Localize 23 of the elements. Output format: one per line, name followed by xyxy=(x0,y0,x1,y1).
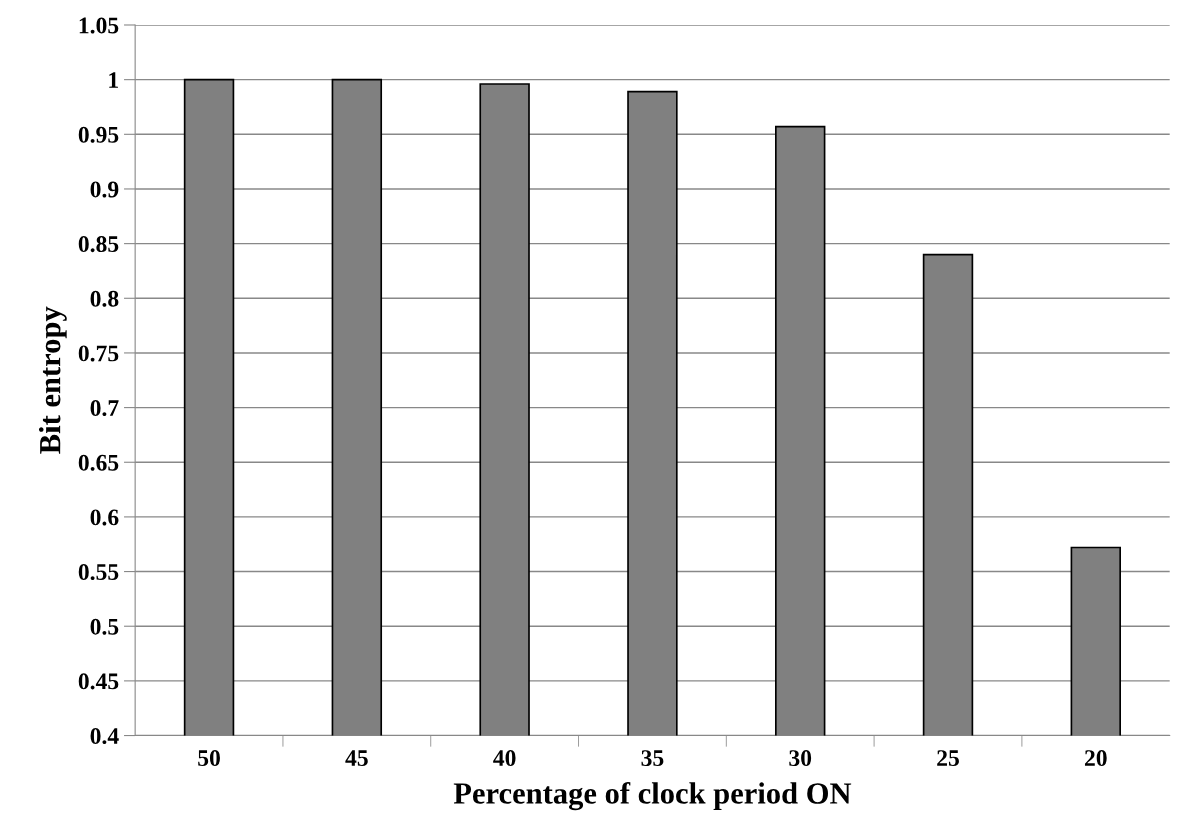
y-tick-label: 0.8 xyxy=(90,290,119,307)
x-tick-label: 20 xyxy=(1084,750,1107,767)
x-tick-label: 25 xyxy=(937,750,959,767)
y-tick-label: 0.6 xyxy=(90,509,119,526)
y-tick-label: 0.7 xyxy=(90,400,119,417)
y-tick-label: 0.65 xyxy=(78,454,119,471)
x-tick-label: 35 xyxy=(641,750,664,767)
y-tick-label: 0.55 xyxy=(78,564,119,581)
x-tick-label: 30 xyxy=(789,750,812,767)
y-tick-label: 0.85 xyxy=(78,236,119,253)
y-tick-label: 0.95 xyxy=(78,126,119,143)
x-tick-label: 50 xyxy=(198,750,220,767)
x-tick-label: 45 xyxy=(345,750,368,767)
y-tick-label: 1 xyxy=(109,72,118,88)
y-tick-label: 0.9 xyxy=(90,181,119,198)
y-axis-title: Bit entropy xyxy=(38,306,67,454)
y-tick-label: 0.5 xyxy=(90,618,119,635)
y-tick-label: 0.4 xyxy=(90,728,119,745)
y-tick-label: 0.45 xyxy=(78,673,119,690)
y-tick-label: 0.75 xyxy=(78,345,119,362)
x-tick-label: 40 xyxy=(493,750,516,767)
x-axis-title: Percentage of clock period ON xyxy=(453,781,852,811)
y-tick-label: 1.05 xyxy=(79,17,119,34)
